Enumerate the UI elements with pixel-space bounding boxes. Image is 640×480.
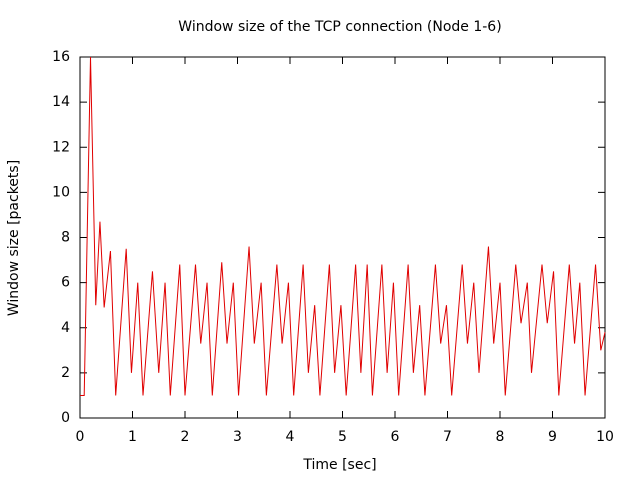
y-tick-label: 8 xyxy=(61,230,70,246)
y-tick-label: 6 xyxy=(61,275,70,291)
x-tick-label: 7 xyxy=(443,429,452,445)
y-axis-label: Window size [packets] xyxy=(6,160,22,316)
x-tick-label: 9 xyxy=(548,429,557,445)
y-tick-label: 4 xyxy=(61,320,70,336)
x-tick-label: 1 xyxy=(128,429,137,445)
y-tick-label: 16 xyxy=(52,49,70,65)
y-tick-label: 0 xyxy=(61,410,70,426)
x-tick-label: 8 xyxy=(496,429,505,445)
x-tick-label: 5 xyxy=(338,429,347,445)
chart-title: Window size of the TCP connection (Node … xyxy=(178,19,501,35)
x-tick-label: 2 xyxy=(181,429,190,445)
data-line xyxy=(80,56,606,396)
y-tick-label: 2 xyxy=(61,365,70,381)
x-tick-label: 4 xyxy=(286,429,295,445)
x-tick-label: 3 xyxy=(233,429,242,445)
y-tick-label: 12 xyxy=(52,139,70,155)
x-tick-label: 6 xyxy=(391,429,400,445)
x-tick-label: 0 xyxy=(76,429,85,445)
y-tick-label: 14 xyxy=(52,94,70,110)
y-tick-label: 10 xyxy=(52,184,70,200)
x-tick-label: 10 xyxy=(596,429,614,445)
x-axis-label: Time [sec] xyxy=(302,457,376,473)
